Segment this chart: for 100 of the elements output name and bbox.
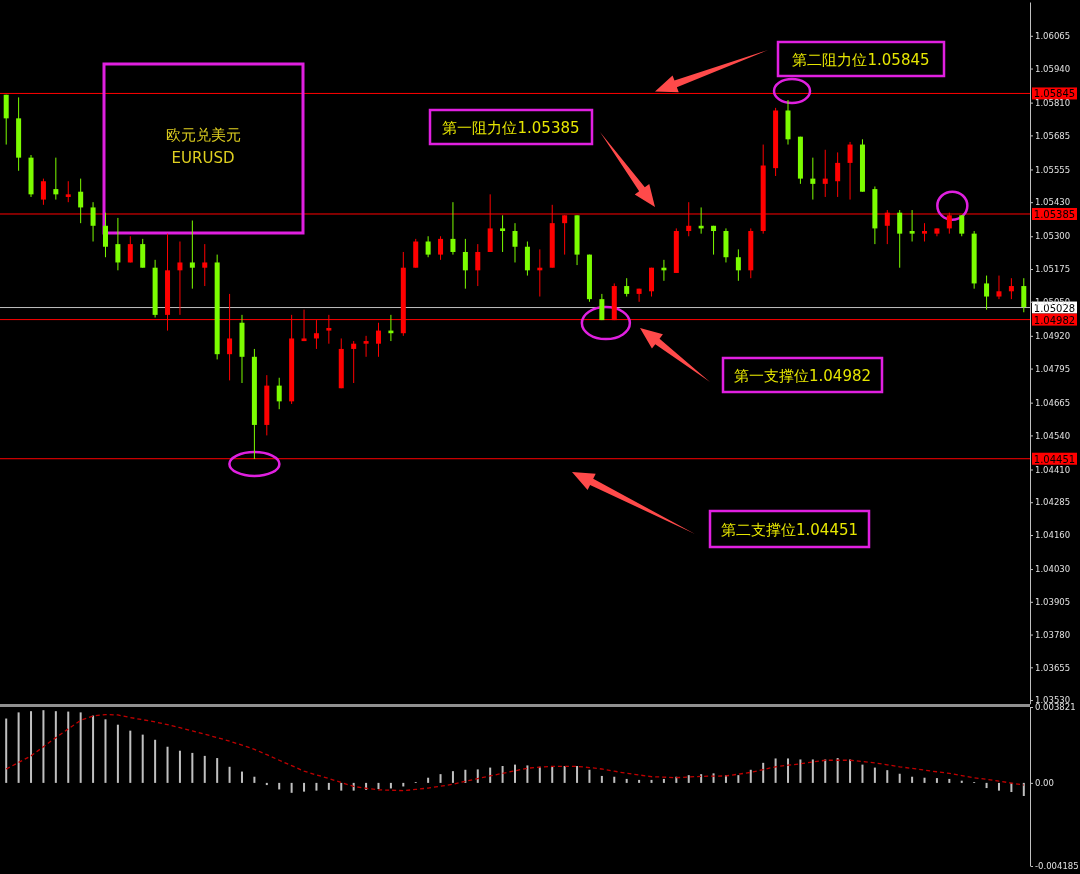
bar xyxy=(17,712,20,783)
annotation: 第一阻力位1.05385 xyxy=(442,118,580,137)
bar xyxy=(290,782,293,793)
candlestick xyxy=(40,178,46,206)
y-tick-label: 1.06065 xyxy=(1035,31,1071,42)
bar xyxy=(985,782,988,789)
bar xyxy=(836,758,839,783)
bar xyxy=(675,776,678,783)
bar xyxy=(166,746,169,783)
candlestick xyxy=(90,201,96,242)
candlestick xyxy=(835,151,841,198)
bar xyxy=(1022,782,1025,796)
candlestick xyxy=(1008,277,1014,300)
bar xyxy=(116,724,119,783)
bar xyxy=(92,715,95,783)
bar xyxy=(352,782,355,791)
bar xyxy=(427,777,430,783)
y-tick-label: 1.04540 xyxy=(1035,430,1071,441)
candlestick xyxy=(189,220,195,290)
candlestick xyxy=(599,293,605,321)
bar xyxy=(42,710,45,783)
bar xyxy=(30,711,33,783)
y-tick-label: 1.05810 xyxy=(1035,97,1071,108)
bar xyxy=(588,769,591,783)
y-tick-label: 1.05175 xyxy=(1035,264,1071,275)
bar xyxy=(67,711,70,783)
bar xyxy=(576,766,579,783)
bar xyxy=(762,762,765,783)
bar xyxy=(327,782,330,790)
bar xyxy=(315,782,318,791)
annotation: 第一支撑位1.04982 xyxy=(733,366,872,385)
bar xyxy=(563,766,566,783)
bar xyxy=(303,782,306,792)
candlestick xyxy=(363,335,369,358)
y-tick-label: -0.004185 xyxy=(1035,861,1079,872)
candlestick xyxy=(140,238,146,269)
candlestick xyxy=(127,235,133,263)
y-tick-label: 1.05430 xyxy=(1035,197,1071,208)
ref-line-label: 1.05845 xyxy=(1033,88,1076,100)
candlestick xyxy=(847,141,853,201)
bar xyxy=(650,779,653,783)
bar xyxy=(203,755,206,783)
bar xyxy=(5,718,8,783)
annotation: 欧元兑美元 xyxy=(165,126,241,144)
candlestick xyxy=(65,180,71,203)
bar xyxy=(799,759,802,783)
bar xyxy=(997,782,1000,791)
candlestick xyxy=(649,267,655,298)
candlestick xyxy=(202,243,208,287)
bar xyxy=(439,774,442,783)
candlestick xyxy=(909,209,915,242)
bar xyxy=(749,769,752,783)
candlestick xyxy=(959,214,965,237)
candlestick xyxy=(822,149,828,198)
candlestick xyxy=(78,178,84,224)
bar xyxy=(551,766,554,783)
candlestick xyxy=(636,288,642,303)
bar xyxy=(849,759,852,783)
bar xyxy=(774,758,777,783)
candlestick xyxy=(810,157,816,201)
y-tick-label: 1.04795 xyxy=(1035,363,1071,374)
y-tick-label: 1.04410 xyxy=(1035,464,1071,475)
y-tick-label: 1.03655 xyxy=(1035,662,1071,673)
bar xyxy=(340,782,343,791)
bar xyxy=(911,776,914,783)
bar xyxy=(613,776,616,783)
ref-line-label: 1.04982 xyxy=(1033,314,1076,326)
bar xyxy=(129,730,132,783)
bar xyxy=(476,769,479,783)
bar xyxy=(700,774,703,783)
bar xyxy=(898,773,901,783)
bar xyxy=(948,778,951,783)
bar xyxy=(265,782,268,786)
bar xyxy=(787,758,790,783)
bar xyxy=(960,780,963,783)
bar xyxy=(54,711,57,783)
candlestick xyxy=(425,235,431,258)
bar xyxy=(824,759,827,783)
bar xyxy=(600,775,603,783)
candlestick xyxy=(351,340,357,384)
y-tick-label: 1.03780 xyxy=(1035,629,1071,640)
y-tick-label: 0.00 xyxy=(1035,778,1054,789)
bar xyxy=(662,778,665,783)
candlestick xyxy=(711,225,717,256)
bar xyxy=(451,771,454,783)
candlestick xyxy=(984,275,990,311)
annotation: EURUSD xyxy=(171,149,235,167)
y-tick-label: 1.05555 xyxy=(1035,164,1071,175)
bar xyxy=(178,750,181,783)
y-tick-label: 1.04030 xyxy=(1035,564,1071,575)
y-tick-label: 1.04665 xyxy=(1035,397,1071,408)
candlestick xyxy=(897,209,903,269)
bar xyxy=(811,759,814,783)
candlestick xyxy=(624,277,630,298)
bar xyxy=(464,769,467,783)
bar xyxy=(253,776,256,783)
ref-line-label: 1.04451 xyxy=(1033,453,1076,465)
bar xyxy=(861,764,864,783)
bar xyxy=(923,777,926,783)
bar xyxy=(737,775,740,783)
